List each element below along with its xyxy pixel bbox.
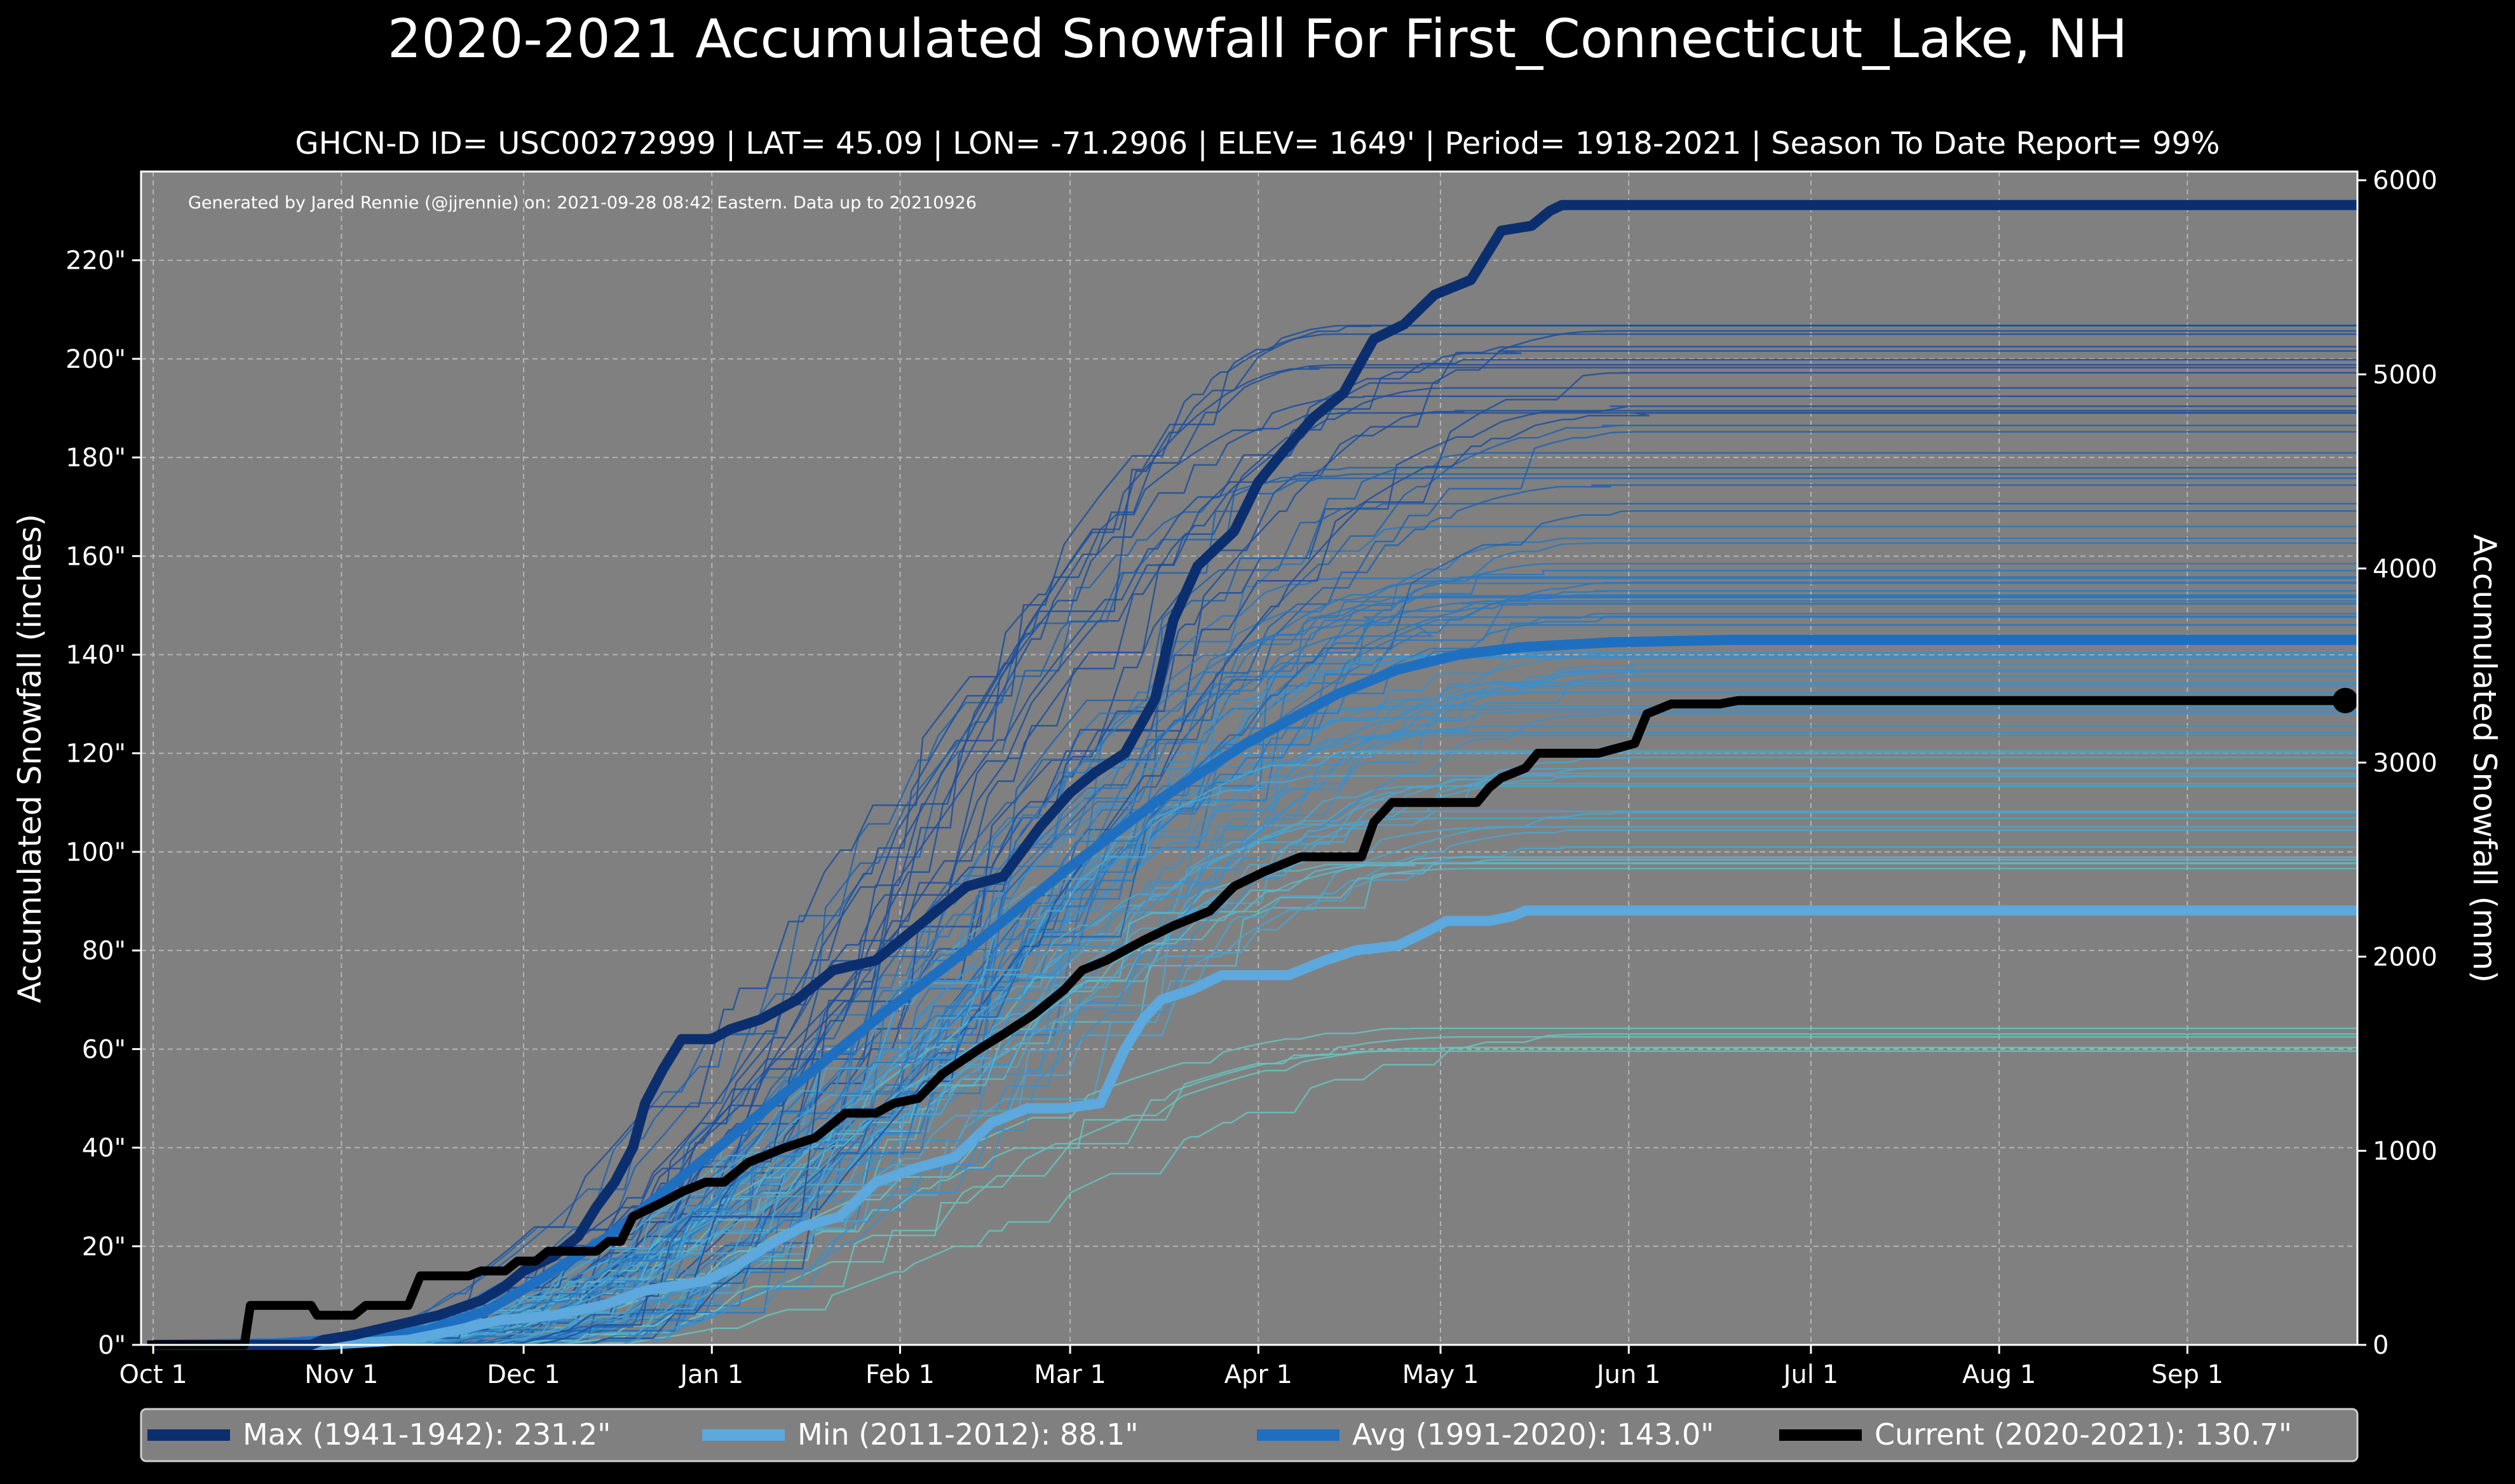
y-right-tick-label: 4000	[2373, 555, 2437, 584]
grid-lines	[141, 172, 2357, 1346]
historical-season-line	[153, 590, 2357, 1346]
historical-season-line	[153, 708, 2357, 1346]
y-axis-left-label: Accumulated Snowfall (inches)	[11, 514, 48, 1003]
x-tick-label: Jan 1	[678, 1360, 743, 1389]
historical-season-line	[153, 600, 2357, 1346]
legend: Max (1941-1942): 231.2" Min (2011-2012): …	[140, 1408, 2359, 1462]
y-left-tick-label: 0"	[98, 1331, 126, 1360]
legend-label: Current (2020-2021): 130.7"	[1874, 1417, 2292, 1452]
historical-season-line	[153, 725, 2357, 1346]
y-left-tick-label: 220"	[65, 246, 126, 276]
y-right-tick-label: 1000	[2373, 1137, 2437, 1166]
x-tick-label: Apr 1	[1224, 1360, 1292, 1389]
credit-note: Generated by Jared Rennie (@jjrennie) on…	[188, 193, 977, 213]
y-right-tick-label: 3000	[2373, 748, 2437, 778]
historical-season-line	[153, 670, 2357, 1346]
historical-season-line	[153, 431, 2357, 1346]
x-tick-label: Nov 1	[304, 1360, 378, 1389]
historical-season-line	[153, 364, 2357, 1346]
chart-title: 2020-2021 Accumulated Snowfall For First…	[388, 8, 2128, 70]
historical-season-line	[153, 812, 2357, 1346]
plot-frame	[140, 170, 2359, 1346]
y-left-tick-label: 140"	[65, 641, 126, 670]
series-line-2	[153, 635, 2357, 1350]
current-season-end-marker	[2332, 687, 2358, 713]
y-left-tick-label: 120"	[65, 739, 126, 769]
historical-season-line	[153, 424, 2357, 1346]
y-left-tick-label: 160"	[65, 542, 126, 571]
historical-season-line	[153, 684, 2357, 1346]
highlight-series	[147, 199, 2358, 1350]
historical-season-line	[153, 503, 2357, 1346]
historical-season-line	[153, 750, 2357, 1346]
historical-season-line	[153, 510, 2357, 1346]
historical-season-line	[153, 772, 2357, 1346]
x-tick-label: Jul 1	[1782, 1360, 1838, 1389]
x-tick-label: Jun 1	[1595, 1360, 1661, 1389]
x-tick-label: Aug 1	[1962, 1360, 2036, 1389]
legend-box	[140, 1408, 2359, 1462]
x-tick-label: Oct 1	[119, 1360, 187, 1389]
x-tick-label: Mar 1	[1034, 1360, 1106, 1389]
y-left-tick-label: 60"	[82, 1035, 126, 1064]
x-tick-label: Sep 1	[2152, 1360, 2224, 1389]
historical-season-line	[153, 670, 2357, 1346]
series-line-3	[147, 696, 2357, 1349]
x-axis-ticks: Oct 1 Nov 1 Dec 1 Jan 1 Feb 1 Mar 1 Apr 1 May 1…	[119, 1345, 2223, 1389]
legend-label: Min (2011-2012): 88.1"	[797, 1417, 1139, 1452]
historical-season-line	[153, 466, 2357, 1346]
y-left-tick-label: 80"	[82, 936, 126, 966]
y-left-tick-label: 100"	[65, 838, 126, 867]
historical-season-line	[153, 612, 2357, 1346]
x-tick-label: Feb 1	[865, 1360, 935, 1389]
legend-label: Avg (1991-2020): 143.0"	[1352, 1417, 1714, 1452]
historical-season-line	[153, 395, 2357, 1346]
series-line-1	[153, 905, 2357, 1350]
y-axis-right-label: Accumulated Snowfall (mm)	[2466, 534, 2503, 983]
y-right-tick-label: 0	[2373, 1331, 2389, 1360]
y-right-tick-label: 2000	[2373, 943, 2437, 972]
y-left-tick-label: 40"	[82, 1134, 126, 1163]
historical-season-line	[153, 624, 2357, 1346]
historical-season-line	[153, 477, 2357, 1346]
historical-season-line	[153, 1033, 2357, 1346]
y-left-tick-label: 180"	[65, 443, 126, 473]
y-left-tick-label: 200"	[65, 345, 126, 374]
historical-season-line	[153, 775, 2357, 1346]
historical-season-line	[153, 359, 2357, 1346]
historical-season-line	[153, 333, 2357, 1346]
historical-season-line	[153, 367, 2357, 1346]
y-right-tick-label: 5000	[2373, 360, 2437, 389]
plot-area	[140, 170, 2359, 1350]
y-left-tick-label: 20"	[82, 1232, 126, 1262]
legend-label: Max (1941-1942): 231.2"	[243, 1417, 611, 1452]
series-line-0	[153, 199, 2357, 1350]
legend-items: Max (1941-1942): 231.2" Min (2011-2012): …	[147, 1417, 2292, 1452]
y-axis-right-ticks: 0 1000 2000 3000 4000 5000 6000	[2357, 166, 2437, 1360]
x-tick-label: May 1	[1402, 1360, 1479, 1389]
chart-subtitle: GHCN-D ID= USC00272999 | LAT= 45.09 | LO…	[295, 126, 2220, 161]
y-axis-left-ticks: 0" 20" 40" 60" 80" 100" 120" 140" 160" 180" 200" 22…	[65, 246, 141, 1360]
x-tick-label: Dec 1	[487, 1360, 560, 1389]
y-right-tick-label: 6000	[2373, 166, 2437, 196]
